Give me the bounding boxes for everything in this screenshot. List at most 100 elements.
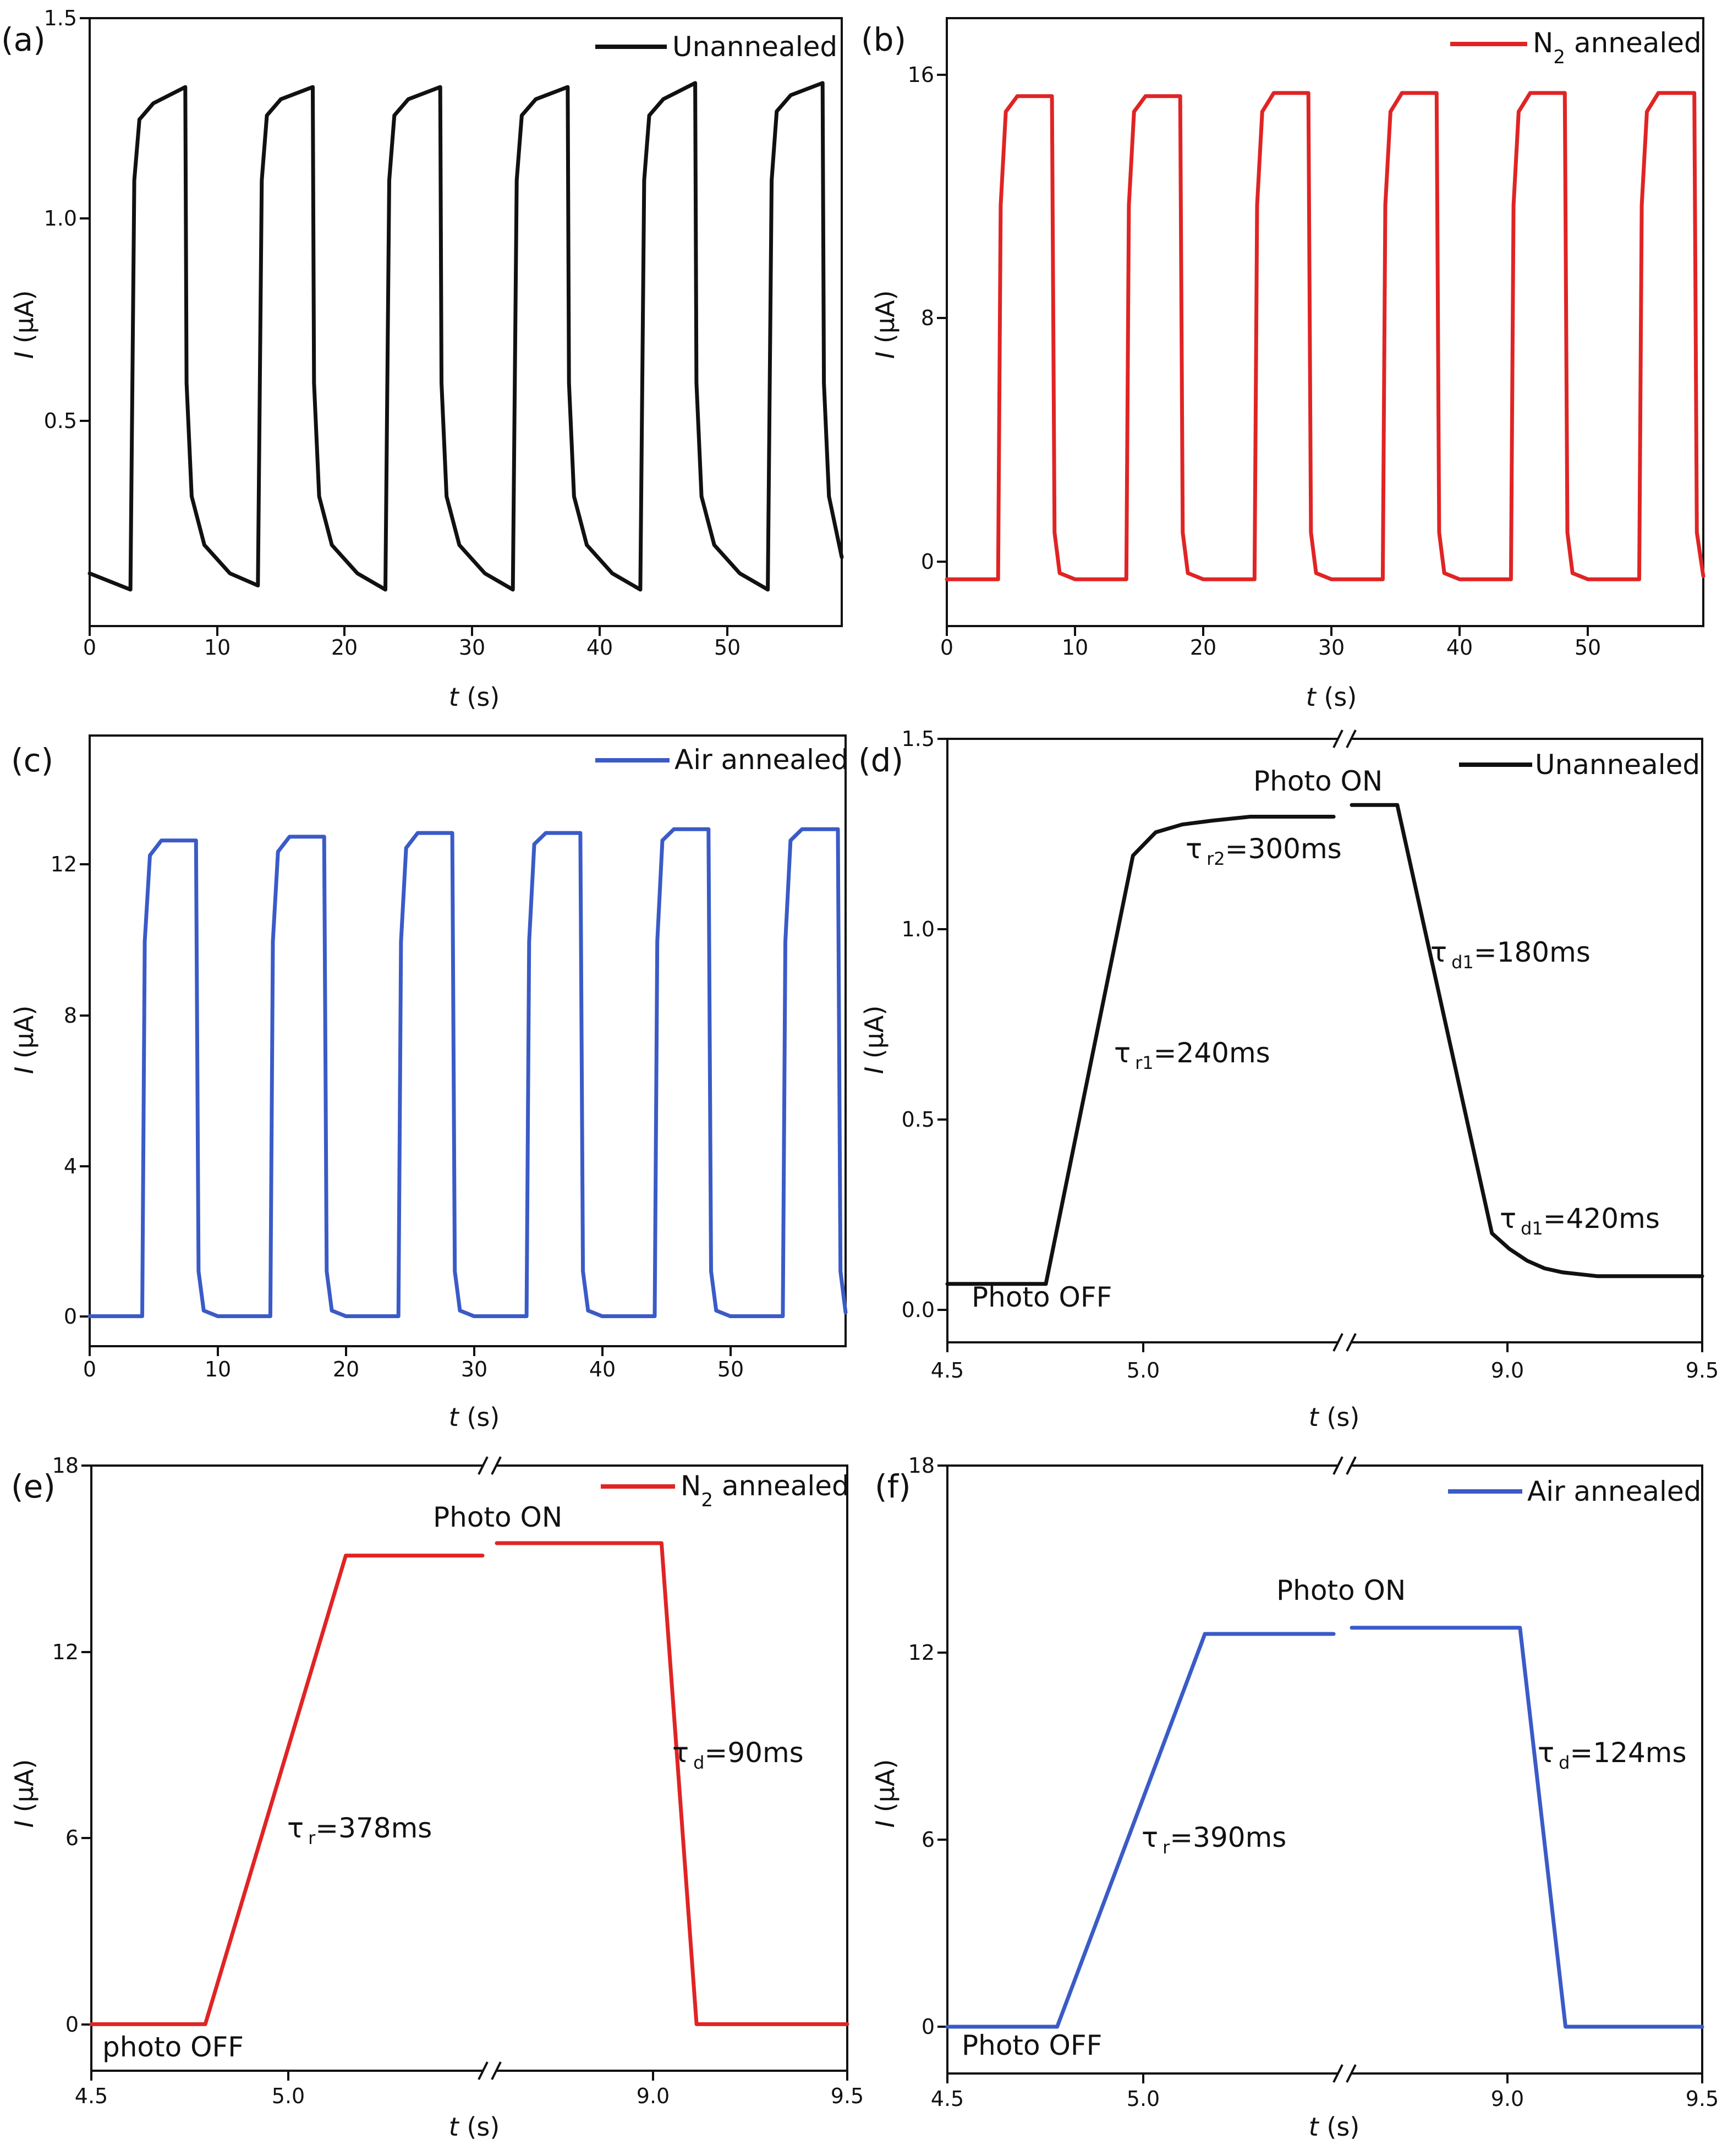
x-tick-label: 40 bbox=[586, 635, 613, 660]
y-tick-label: 8 bbox=[921, 306, 934, 330]
x-tick-label: 9.5 bbox=[831, 2084, 864, 2108]
annotation-tau-r: τ r=390ms bbox=[1142, 1822, 1286, 1858]
series-line-n2-annealed bbox=[89, 1541, 849, 2026]
panel-b: (b) I (μA) t (s) 0 10 20 30 40 50 0 8 16 bbox=[861, 17, 1705, 712]
x-ticks-a: 0 10 20 30 40 50 bbox=[83, 626, 741, 660]
y-tick-label: 0 bbox=[921, 550, 934, 574]
axis-break-e bbox=[478, 1456, 502, 2080]
legend-label-unannealed: Unannealed bbox=[672, 31, 837, 63]
x-tick-label: 30 bbox=[459, 635, 485, 660]
annotation-photo-on: Photo ON bbox=[1276, 1575, 1406, 1606]
panel-e: (e) I (μA) t (s) 4.5 5.0 9.0 9.5 0 6 bbox=[9, 1453, 864, 2142]
x-tick-label: 40 bbox=[1446, 635, 1473, 660]
x-tick-label: 5.0 bbox=[1127, 2087, 1160, 2111]
plot-frame-e bbox=[90, 1464, 848, 2072]
axis-break-mark bbox=[1332, 729, 1343, 748]
plot-frame-f bbox=[946, 1464, 1703, 2075]
x-tick-label: 4.5 bbox=[931, 2087, 964, 2111]
plot-frame-b bbox=[946, 17, 1704, 627]
ylabel-e: I (μA) bbox=[9, 1759, 39, 1828]
y-tick-label: 1.5 bbox=[44, 6, 77, 30]
y-tick-label: 0.5 bbox=[44, 409, 77, 433]
annotation-tau-r: τ r=378ms bbox=[287, 1812, 432, 1848]
xlabel-e: t (s) bbox=[449, 2112, 500, 2142]
x-tick-label: 50 bbox=[714, 635, 741, 660]
legend-d: Unannealed bbox=[1459, 749, 1700, 781]
axis-break-d bbox=[1332, 729, 1357, 1352]
annotation-tau-d: τ d=90ms bbox=[672, 1737, 804, 1773]
y-tick-label: 0.5 bbox=[902, 1107, 935, 1132]
plot-frame-a bbox=[89, 17, 843, 627]
series-line-n2-annealed bbox=[945, 91, 1705, 581]
y-tick-label: 4 bbox=[64, 1154, 77, 1178]
panel-label-f: (f) bbox=[875, 1468, 911, 1505]
axis-break-mark bbox=[1332, 1456, 1343, 1475]
plot-frame-d bbox=[946, 738, 1703, 1343]
panel-f: (f) I (μA) t (s) 4.5 5.0 9.0 9.5 0 6 bbox=[870, 1453, 1719, 2142]
x-tick-label: 30 bbox=[461, 1357, 487, 1381]
ylabel-b: I (μA) bbox=[870, 290, 900, 359]
axis-break-mark bbox=[478, 1456, 489, 1475]
xlabel-d: t (s) bbox=[1309, 1402, 1360, 1432]
annotation-tau-d: τ d=124ms bbox=[1538, 1737, 1687, 1773]
x-tick-label: 9.5 bbox=[1686, 2087, 1719, 2111]
y-tick-label: 16 bbox=[908, 63, 934, 87]
y-tick-label: 18 bbox=[908, 1453, 935, 1478]
y-tick-label: 12 bbox=[51, 852, 77, 876]
series-line-unannealed bbox=[945, 803, 1704, 1286]
x-tick-label: 10 bbox=[204, 635, 231, 660]
x-tick-label: 4.5 bbox=[931, 1358, 964, 1383]
x-ticks-e: 4.5 5.0 9.0 9.5 bbox=[75, 2071, 864, 2108]
annotation-tau-d1-fast: τ d1=180ms bbox=[1430, 936, 1591, 973]
x-tick-label: 9.0 bbox=[637, 2084, 670, 2108]
y-ticks-d: 0.0 0.5 1.0 1.5 bbox=[902, 727, 947, 1322]
x-tick-label: 50 bbox=[717, 1357, 744, 1381]
ylabel-c: I (μA) bbox=[9, 1006, 39, 1074]
axis-break-mark bbox=[1332, 2064, 1343, 2083]
y-ticks-e: 0 6 12 18 bbox=[52, 1453, 91, 2037]
x-tick-label: 9.0 bbox=[1491, 1358, 1524, 1383]
axis-break-mark bbox=[1346, 1456, 1357, 1475]
xlabel-c: t (s) bbox=[449, 1402, 500, 1432]
panel-label-d: (d) bbox=[858, 742, 903, 779]
x-tick-label: 10 bbox=[205, 1357, 231, 1381]
y-tick-label: 0 bbox=[65, 2012, 79, 2037]
annotations-f: τ r=390ms τ d=124ms Photo ON Photo OFF bbox=[962, 1575, 1687, 2061]
ylabel-d: I (μA) bbox=[859, 1006, 889, 1074]
annotations-d: τ r1=240ms τ r2=300ms τ d1=180ms τ d1=420ms … bbox=[972, 765, 1660, 1313]
y-tick-label: 12 bbox=[908, 1641, 935, 1665]
annotation-photo-on: Photo ON bbox=[1253, 765, 1383, 797]
ylabel-f: I (μA) bbox=[870, 1759, 900, 1828]
y-tick-label: 8 bbox=[64, 1003, 77, 1028]
x-tick-label: 20 bbox=[1190, 635, 1216, 660]
legend-label-air-annealed: Air annealed bbox=[1527, 1475, 1701, 1507]
x-tick-label: 0 bbox=[83, 635, 96, 660]
x-tick-label: 5.0 bbox=[1127, 1358, 1160, 1383]
legend-c: Air annealed bbox=[595, 744, 848, 776]
series-line-unannealed bbox=[87, 81, 844, 592]
panel-c: (c) I (μA) t (s) 0 10 20 30 40 50 0 4 8 … bbox=[9, 734, 848, 1432]
annotation-photo-off: Photo OFF bbox=[962, 2029, 1102, 2061]
annotation-tau-d1-slow: τ d1=420ms bbox=[1500, 1203, 1660, 1239]
y-tick-label: 1.0 bbox=[44, 206, 77, 231]
x-tick-label: 20 bbox=[331, 635, 358, 660]
y-ticks-a: 0.5 1.0 1.5 bbox=[44, 6, 90, 433]
series-line-air-annealed bbox=[945, 1626, 1704, 2029]
xlabel-b: t (s) bbox=[1306, 682, 1357, 712]
x-tick-label: 10 bbox=[1062, 635, 1088, 660]
panel-label-c: (c) bbox=[11, 742, 53, 779]
x-ticks-b: 0 10 20 30 40 50 bbox=[940, 626, 1601, 660]
x-tick-label: 30 bbox=[1318, 635, 1345, 660]
y-tick-label: 18 bbox=[52, 1453, 79, 1478]
x-tick-label: 4.5 bbox=[75, 2084, 108, 2108]
panel-a: (a) I (μA) t (s) 0 10 20 30 40 50 0.5 1.… bbox=[1, 6, 844, 712]
x-tick-label: 5.0 bbox=[272, 2084, 305, 2108]
panel-label-a: (a) bbox=[1, 21, 46, 58]
annotation-tau-r2: τ r2=300ms bbox=[1186, 833, 1342, 869]
axis-break-mark bbox=[478, 2061, 489, 2080]
y-ticks-f: 0 6 12 18 bbox=[908, 1453, 947, 2039]
axis-break-mark bbox=[491, 1456, 502, 1475]
y-tick-label: 0 bbox=[64, 1304, 77, 1329]
axis-break-mark bbox=[1346, 1333, 1357, 1352]
